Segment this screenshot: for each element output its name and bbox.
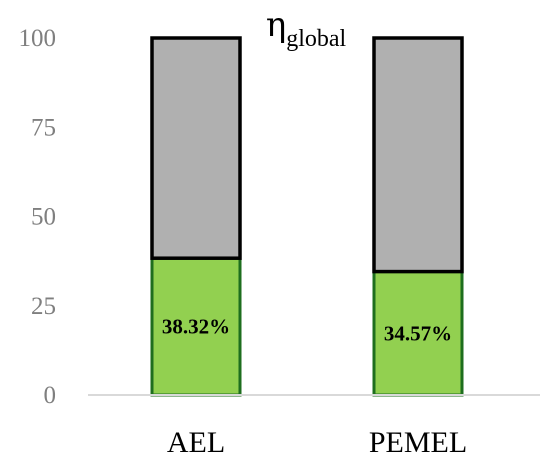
- chart-title-subscript: global: [286, 26, 346, 52]
- bar-segment-upper-ael: [150, 36, 242, 260]
- category-label-pemel: PEMEL: [369, 426, 467, 459]
- bar-segment-lower-ael: [150, 256, 242, 397]
- bars: [150, 36, 464, 397]
- y-tick-label: 75: [31, 114, 56, 141]
- data-label-ael: 38.32%: [162, 315, 230, 339]
- y-tick-label: 50: [31, 204, 56, 231]
- category-labels: AEL PEMEL: [167, 426, 467, 459]
- data-label-pemel: 34.57%: [384, 321, 452, 345]
- y-axis-ticks: 0 25 50 75 100: [19, 25, 57, 409]
- y-tick-label: 25: [31, 293, 56, 320]
- chart-title-main: η: [266, 5, 286, 45]
- data-labels: 38.32% 34.57%: [162, 315, 452, 346]
- bar-segment-upper-pemel: [372, 36, 464, 274]
- chart-title: ηglobal: [266, 5, 347, 52]
- y-tick-label: 100: [19, 25, 57, 52]
- y-tick-label: 0: [44, 382, 57, 409]
- category-label-ael: AEL: [167, 426, 225, 459]
